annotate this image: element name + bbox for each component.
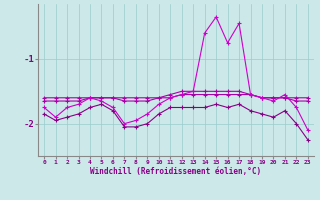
X-axis label: Windchill (Refroidissement éolien,°C): Windchill (Refroidissement éolien,°C) [91,167,261,176]
